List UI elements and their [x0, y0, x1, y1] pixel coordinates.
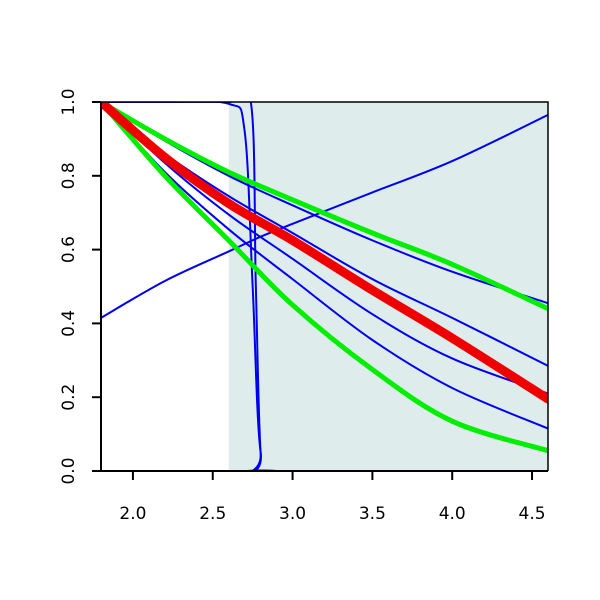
x-tick-label: 2.5	[199, 504, 226, 524]
series-line-2	[101, 102, 548, 471]
y-tick-label: 0.4	[59, 310, 79, 337]
y-tick-label: 0.2	[59, 384, 79, 411]
x-tick-label: 2.0	[119, 504, 146, 524]
y-tick-label: 0.8	[59, 162, 79, 189]
series-layer	[101, 102, 548, 471]
x-ticks: 2.0 2.5 3.0 3.5 4.0 4.5	[119, 471, 546, 524]
x-tick-label: 4.0	[439, 504, 466, 524]
y-ticks: 0.0 0.2 0.4 0.6 0.8 1.0	[59, 88, 101, 485]
y-tick-label: 0.0	[59, 457, 79, 484]
series-line-8	[101, 102, 548, 312]
series-line-10	[101, 102, 548, 404]
y-tick-label: 1.0	[59, 88, 79, 115]
plot-box	[101, 101, 549, 471]
x-tick-label: 4.5	[519, 504, 546, 524]
x-tick-label: 3.5	[359, 504, 386, 524]
series-line-3	[101, 102, 548, 471]
y-tick-label: 0.6	[59, 236, 79, 263]
series-line-9	[101, 102, 548, 454]
x-tick-label: 3.0	[279, 504, 306, 524]
